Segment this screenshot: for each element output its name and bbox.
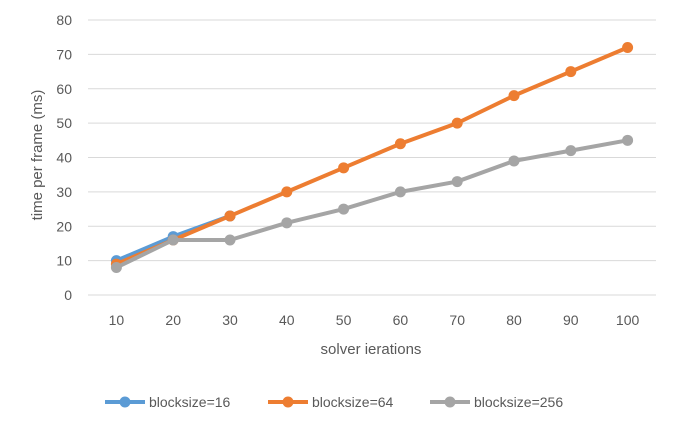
data-point: [338, 162, 350, 174]
x-tick-label: 20: [165, 312, 181, 328]
x-axis-ticks: 10 20 30 40 50 60 70 80 90 100: [109, 312, 640, 328]
data-point: [508, 90, 520, 102]
legend-swatch-marker: [444, 396, 456, 408]
x-tick-label: 90: [563, 312, 579, 328]
y-tick-label: 70: [56, 46, 72, 62]
legend-swatch-marker: [119, 396, 131, 408]
x-tick-label: 10: [109, 312, 125, 328]
data-point: [451, 176, 463, 188]
data-point: [281, 217, 293, 229]
x-tick-label: 70: [449, 312, 465, 328]
series-line: [114, 45, 630, 267]
x-tick-label: 40: [279, 312, 295, 328]
y-tick-label: 80: [56, 12, 72, 28]
y-tick-label: 0: [64, 287, 72, 303]
series-line: [114, 138, 630, 270]
y-tick-label: 20: [56, 218, 72, 234]
series-blocksize=256: [110, 134, 634, 273]
legend: blocksize=16 blocksize=64 blocksize=256: [105, 394, 563, 410]
data-point: [281, 186, 293, 198]
data-point: [451, 117, 463, 129]
y-axis-ticks: 0 10 20 30 40 50 60 70 80: [56, 12, 72, 303]
legend-label: blocksize=256: [474, 394, 563, 410]
data-point: [167, 234, 179, 246]
y-tick-label: 10: [56, 253, 72, 269]
y-tick-label: 50: [56, 115, 72, 131]
data-point: [110, 262, 122, 273]
legend-item: blocksize=16: [105, 394, 231, 410]
x-tick-label: 30: [222, 312, 238, 328]
data-point: [224, 210, 236, 222]
legend-item: blocksize=64: [268, 394, 394, 410]
data-point: [622, 42, 634, 53]
legend-label: blocksize=16: [149, 394, 231, 410]
legend-label: blocksize=64: [312, 394, 394, 410]
x-axis-title: solver ierations: [321, 341, 422, 358]
x-tick-label: 100: [616, 312, 640, 328]
data-point: [508, 155, 520, 167]
x-tick-label: 80: [506, 312, 522, 328]
series-lines: [110, 42, 634, 273]
y-axis-title: time per frame (ms): [29, 90, 46, 221]
y-tick-label: 40: [56, 150, 72, 166]
series-blocksize=64: [110, 42, 634, 270]
data-point: [622, 134, 634, 146]
data-point: [338, 203, 350, 215]
data-point: [565, 145, 577, 157]
legend-swatch-marker: [282, 396, 294, 408]
x-tick-label: 50: [336, 312, 352, 328]
y-tick-label: 60: [56, 81, 72, 97]
data-point: [394, 138, 406, 150]
data-point: [565, 66, 577, 78]
legend-item: blocksize=256: [430, 394, 563, 410]
data-point: [394, 186, 406, 198]
y-tick-label: 30: [56, 184, 72, 200]
x-tick-label: 60: [393, 312, 409, 328]
data-point: [224, 234, 236, 246]
